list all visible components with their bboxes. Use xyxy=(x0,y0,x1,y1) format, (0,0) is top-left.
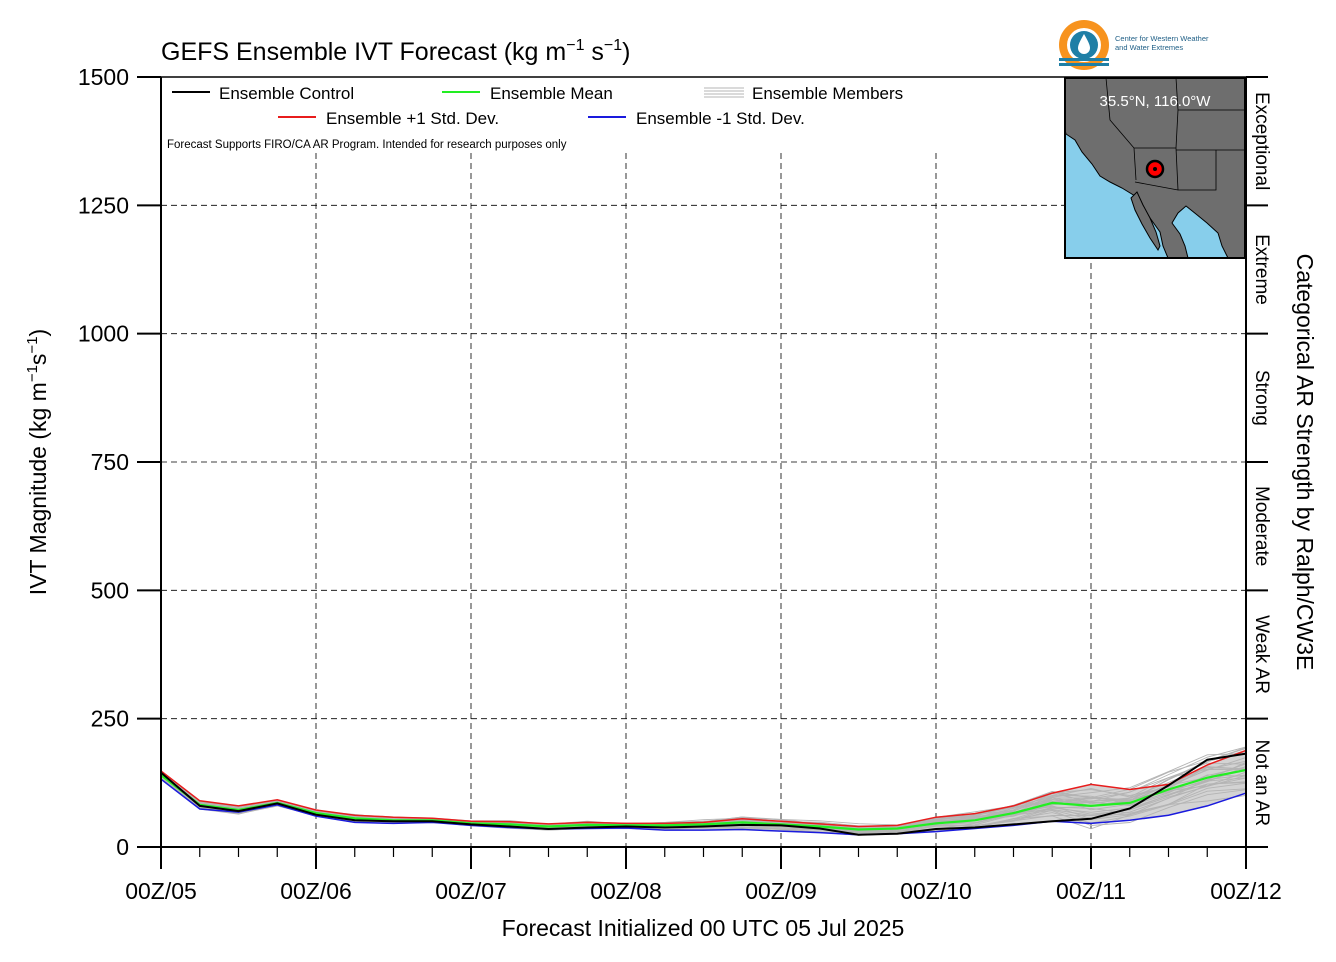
x-tick-label-1: 00Z/06 xyxy=(280,878,352,904)
research-note: Forecast Supports FIRO/CA AR Program. In… xyxy=(167,139,567,151)
series-mean-line xyxy=(161,768,1246,831)
ar-category-ticks: Not an AR Weak AR Moderate Strong Extreme Exc… xyxy=(1246,76,1272,848)
legend-control-label: Ensemble Control xyxy=(219,84,354,103)
legend-mean-label: Ensemble Mean xyxy=(490,84,613,103)
legend: Ensemble Control Ensemble Mean Ensemble … xyxy=(172,84,903,128)
chart-title: GEFS Ensemble IVT Forecast (kg m−1 s−1) xyxy=(161,37,631,66)
y-tick-label-2: 500 xyxy=(91,577,129,603)
ar-category-label-5: Exceptional xyxy=(1251,92,1272,190)
logo-drop-icon xyxy=(1078,34,1090,54)
x-axis-label: Forecast Initialized 00 UTC 05 Jul 2025 xyxy=(502,915,905,941)
ar-category-label-3: Strong xyxy=(1251,370,1272,426)
legend-members-label: Ensemble Members xyxy=(752,84,903,103)
y-tick-label-1: 250 xyxy=(91,706,129,732)
ar-category-label-1: Weak AR xyxy=(1251,615,1272,694)
grid-lines xyxy=(161,153,1246,847)
ensemble-member-line-18 xyxy=(161,774,1246,833)
y-tick-label-5: 1250 xyxy=(78,192,129,218)
inset-frame xyxy=(1064,77,1246,259)
inset-borders xyxy=(1105,77,1245,191)
x-tick-label-3: 00Z/08 xyxy=(590,878,662,904)
y-ticks: 0 250 500 750 1000 1250 1500 xyxy=(78,64,161,860)
location-inset-map: 35.5°N, 116.0°W xyxy=(1064,77,1246,259)
series-plus-std-line xyxy=(161,749,1246,828)
cw3e-logo: Center for Western Weather and Water Ext… xyxy=(1059,20,1209,70)
inset-baja xyxy=(1130,191,1161,251)
x-tick-label-4: 00Z/09 xyxy=(745,878,817,904)
legend-plus-label: Ensemble +1 Std. Dev. xyxy=(326,109,499,128)
x-tick-label-7: 00Z/12 xyxy=(1210,878,1282,904)
x-tick-label-6: 00Z/11 xyxy=(1056,878,1126,904)
logo-line1: Center for Western Weather xyxy=(1115,34,1209,43)
ar-category-label-2: Moderate xyxy=(1251,486,1272,566)
y-tick-label-4: 1000 xyxy=(78,321,129,347)
x-tick-label-2: 00Z/07 xyxy=(435,878,507,904)
x-tick-label-0: 00Z/05 xyxy=(125,878,197,904)
ar-category-label-4: Extreme xyxy=(1251,234,1272,305)
ensemble-member-line-27 xyxy=(161,765,1246,830)
y-tick-label-0: 0 xyxy=(116,834,129,860)
legend-members-swatch xyxy=(704,87,744,98)
legend-minus-label: Ensemble -1 Std. Dev. xyxy=(636,109,805,128)
logo-line2: and Water Extremes xyxy=(1115,43,1183,52)
series-control-line xyxy=(161,752,1246,836)
y-tick-label-3: 750 xyxy=(91,449,129,475)
ar-category-label-0: Not an AR xyxy=(1251,740,1272,827)
inset-coordinates: 35.5°N, 116.0°W xyxy=(1100,93,1212,110)
x-ticks: 00Z/05 00Z/06 00Z/07 00Z/08 00Z/09 00Z/10 00Z/… xyxy=(125,847,1282,904)
right-axis-label: Categorical AR Strength by Ralph/CW3E xyxy=(1292,254,1318,671)
y-tick-label-6: 1500 xyxy=(78,64,129,90)
y-axis-label: IVT Magnitude (kg m−1s−1) xyxy=(24,329,51,595)
x-tick-label-5: 00Z/10 xyxy=(900,878,972,904)
